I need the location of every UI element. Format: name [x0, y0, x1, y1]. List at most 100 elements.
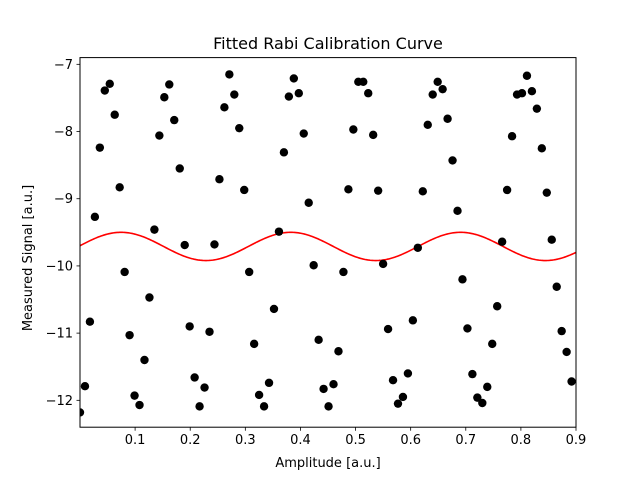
- data-point: [339, 267, 348, 277]
- data-point: [517, 89, 527, 98]
- data-point: [522, 71, 532, 80]
- data-point: [110, 110, 119, 119]
- y-tick-label: −11: [46, 327, 73, 342]
- data-point: [492, 302, 502, 311]
- data-point: [95, 143, 105, 152]
- y-tick-label: −12: [46, 394, 73, 409]
- data-point: [284, 92, 294, 101]
- data-point: [185, 322, 194, 331]
- y-axis-label: Measured Signal [a.u.]: [21, 185, 36, 331]
- x-tick-label: 0.3: [235, 433, 256, 448]
- data-point: [552, 282, 561, 291]
- data-point: [309, 261, 318, 270]
- y-tick-label: −10: [46, 259, 73, 274]
- data-point: [299, 129, 308, 138]
- data-point: [334, 347, 343, 356]
- data-point: [438, 84, 447, 94]
- data-point: [100, 86, 110, 95]
- data-point: [502, 185, 512, 195]
- data-point: [443, 114, 452, 123]
- data-point: [319, 384, 328, 394]
- data-point: [547, 235, 556, 244]
- data-point: [383, 324, 393, 334]
- data-point: [349, 125, 358, 134]
- data-point: [373, 186, 383, 195]
- data-point: [294, 89, 303, 98]
- data-point: [165, 80, 174, 89]
- data-point: [264, 378, 274, 388]
- data-point: [190, 373, 199, 382]
- data-point: [478, 398, 487, 408]
- data-point: [289, 74, 299, 83]
- data-point: [364, 89, 373, 98]
- x-axis-label: Amplitude [a.u.]: [275, 456, 380, 471]
- data-point: [225, 70, 234, 79]
- data-point: [195, 402, 204, 411]
- data-point: [274, 227, 284, 236]
- x-tick-label: 0.5: [345, 433, 366, 448]
- data-point: [507, 132, 517, 141]
- data-point: [403, 369, 413, 378]
- y-axis: −12 −11 −10 −9 −8 −7: [46, 58, 80, 409]
- x-tick-label: 0.4: [290, 433, 311, 448]
- data-point: [249, 339, 259, 349]
- data-point: [542, 188, 551, 197]
- data-point: [215, 175, 224, 184]
- y-tick-label: −9: [54, 192, 73, 207]
- data-point: [85, 317, 95, 326]
- data-point: [205, 327, 214, 336]
- data-point: [428, 90, 437, 99]
- x-axis: 0.1 0.2 0.3 0.4 0.5 0.6 0.7 0.8 0.9: [125, 427, 587, 448]
- data-point: [413, 243, 423, 252]
- y-tick-label: −8: [54, 125, 73, 140]
- x-tick-label: 0.2: [180, 433, 201, 448]
- data-point: [398, 392, 408, 402]
- data-point: [378, 259, 388, 269]
- data-point: [488, 339, 497, 349]
- data-point: [344, 185, 353, 194]
- data-point: [244, 267, 254, 277]
- data-point: [324, 402, 333, 411]
- data-point: [359, 77, 368, 86]
- data-point: [120, 267, 129, 277]
- data-point: [235, 123, 244, 133]
- data-point: [418, 187, 427, 196]
- data-point: [468, 369, 477, 379]
- data-point: [314, 335, 323, 345]
- data-point: [180, 240, 189, 250]
- data-point: [423, 120, 432, 129]
- data-point: [557, 326, 566, 336]
- x-tick-label: 0.9: [566, 433, 587, 448]
- chart-title: Fitted Rabi Calibration Curve: [213, 34, 443, 53]
- data-point: [150, 225, 159, 234]
- data-point: [567, 377, 576, 386]
- data-point: [130, 391, 139, 400]
- data-point: [145, 293, 154, 302]
- data-point: [393, 399, 403, 408]
- x-tick-label: 0.8: [511, 433, 532, 448]
- data-point: [562, 347, 571, 357]
- data-point: [279, 148, 289, 157]
- data-point: [483, 382, 492, 392]
- data-point: [473, 393, 482, 402]
- data-point: [115, 183, 124, 192]
- data-point: [230, 90, 239, 99]
- data-point: [259, 402, 269, 411]
- data-point: [125, 330, 134, 340]
- data-point: [368, 130, 378, 140]
- data-point: [105, 79, 114, 89]
- data-point: [254, 390, 264, 400]
- data-point: [135, 400, 144, 410]
- x-tick-label: 0.1: [125, 433, 146, 448]
- data-point: [175, 164, 184, 173]
- data-point: [463, 324, 472, 333]
- data-point: [80, 408, 85, 417]
- data-point: [90, 212, 100, 222]
- plot-area: [80, 70, 576, 417]
- data-point: [200, 383, 209, 392]
- data-point: [537, 144, 547, 153]
- data-point: [329, 379, 338, 389]
- data-point: [453, 206, 462, 216]
- data-point: [140, 355, 149, 365]
